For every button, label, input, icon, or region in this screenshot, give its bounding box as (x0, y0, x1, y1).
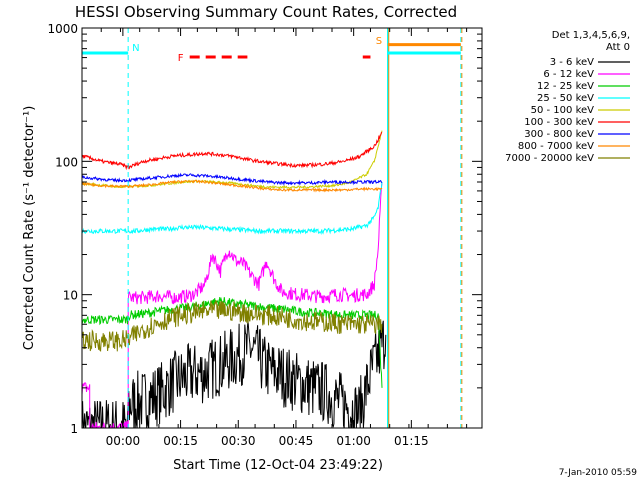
series-line-6-12-kev (82, 181, 383, 428)
legend-label: 12 - 25 keV (537, 81, 594, 92)
plot-area: N S F (82, 28, 463, 428)
legend-label: 100 - 300 keV (524, 117, 594, 128)
legend-label: 800 - 7000 keV (518, 141, 594, 152)
saa-label: S (376, 36, 382, 47)
legend-label: 25 - 50 keV (537, 93, 594, 104)
series-line-800-7000-kev (82, 179, 383, 193)
y-tick-label: 1000 (47, 22, 78, 36)
legend-label: 300 - 800 keV (524, 129, 594, 140)
chart-title: HESSI Observing Summary Count Rates, Cor… (75, 3, 457, 21)
series-line-3-6-kev (82, 320, 387, 428)
axes: 00:00 00:15 00:30 00:45 01:00 01:15 1 10 100 1000 (47, 22, 483, 448)
series-group (82, 28, 463, 428)
series-line-100-300-kev (82, 131, 383, 171)
y-tick-label: 1 (70, 422, 78, 436)
night-label: N (132, 43, 139, 54)
series-line-7000-20000-kev (82, 300, 383, 352)
legend-header-line-2: Att 0 (606, 42, 630, 53)
plot-frame (81, 27, 483, 429)
legend-label: 3 - 6 keV (550, 57, 594, 68)
x-tick-label: 00:00 (106, 434, 141, 448)
legend-label: 6 - 12 keV (543, 69, 594, 80)
series-line-25-50-kev (82, 181, 383, 236)
y-axis-label: Corrected Count Rate (s⁻¹ detector⁻¹) (22, 106, 37, 351)
legend-label: 7000 - 20000 keV (505, 153, 594, 164)
legend-header-line-1: Det 1,3,4,5,6,9, (552, 30, 630, 41)
x-tick-label: 01:15 (394, 434, 429, 448)
x-tick-label: 00:30 (221, 434, 256, 448)
x-tick-label: 01:00 (336, 434, 371, 448)
x-axis-label: Start Time (12-Oct-04 23:49:22) (173, 458, 383, 473)
series-line-12-25-kev (82, 296, 383, 388)
legend-label: 50 - 100 keV (531, 105, 595, 116)
timestamp: 7-Jan-2010 05:59 (559, 468, 638, 478)
y-tick-label: 100 (55, 155, 78, 169)
x-tick-label: 00:45 (279, 434, 314, 448)
x-tick-label: 00:15 (163, 434, 198, 448)
flare-label: F (178, 53, 184, 64)
y-tick-label: 10 (63, 289, 78, 303)
series-line-300-800-kev (82, 172, 383, 187)
